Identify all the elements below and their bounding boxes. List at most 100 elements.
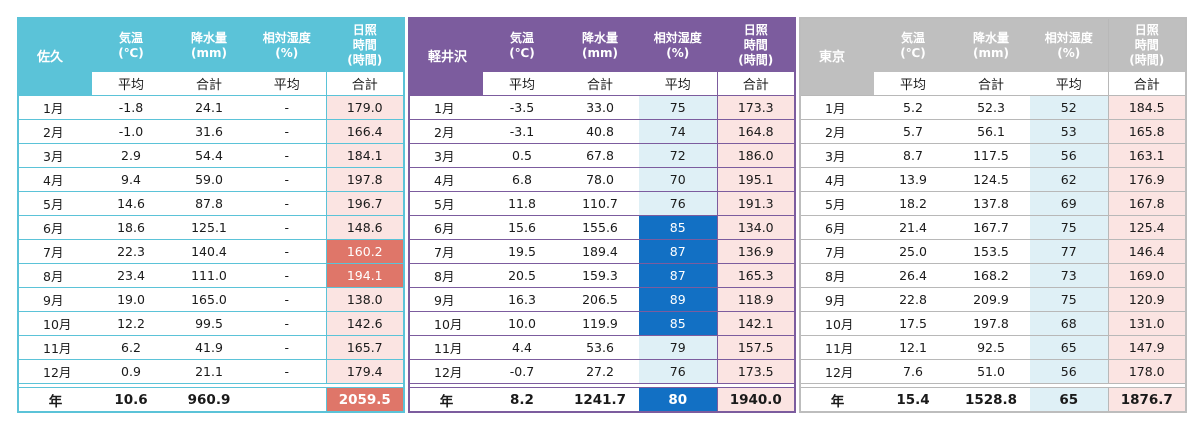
- humidity-value: 75: [1030, 287, 1108, 312]
- temperature-value: 26.4: [874, 263, 952, 288]
- sunshine-value: 118.9: [716, 287, 795, 312]
- precipitation-value: 92.5: [952, 335, 1030, 360]
- divider: [409, 383, 795, 388]
- humidity-value: 87: [639, 263, 717, 288]
- divider-cell: [92, 383, 170, 388]
- sunshine-value: 120.9: [1107, 287, 1186, 312]
- month-label: 12月: [409, 359, 483, 384]
- divider-cell: [1108, 383, 1186, 388]
- sunshine-value: 184.1: [325, 143, 404, 168]
- sunshine-value: 125.4: [1107, 215, 1186, 240]
- temperature-value: 9.4: [92, 167, 170, 192]
- temperature-value: 22.3: [92, 239, 170, 264]
- temperature-value: 12.2: [92, 311, 170, 336]
- sunshine-value: 134.0: [716, 215, 795, 240]
- sunshine-value: 179.0: [325, 95, 404, 120]
- temperature-value: 0.9: [92, 359, 170, 384]
- humidity-value: 56: [1030, 359, 1108, 384]
- month-label: 11月: [409, 335, 483, 360]
- table-row: 3月 8.7 117.5 56 163.1: [800, 143, 1186, 168]
- humidity-value: -: [248, 263, 326, 288]
- temperature-value: 5.7: [874, 119, 952, 144]
- subheader-row: 平均 合計 平均 合計: [800, 72, 1186, 96]
- subheader-humidity: 平均: [248, 72, 326, 96]
- subheader-temperature: 平均: [92, 72, 170, 96]
- temperature-value: -1.0: [92, 119, 170, 144]
- humidity-value: -: [248, 191, 326, 216]
- divider-cell: [800, 383, 874, 388]
- subheader-sunshine: 合計: [325, 72, 404, 96]
- temperature-value: 19.5: [483, 239, 561, 264]
- precipitation-value: 110.7: [561, 191, 639, 216]
- temperature-value: 14.6: [92, 191, 170, 216]
- precipitation-value: 168.2: [952, 263, 1030, 288]
- sunshine-value: 163.1: [1107, 143, 1186, 168]
- annual-precipitation: 960.9: [170, 387, 248, 412]
- annual-precipitation: 1528.8: [952, 387, 1030, 412]
- table-row: 7月 19.5 189.4 87 136.9: [409, 239, 795, 264]
- precipitation-value: 31.6: [170, 119, 248, 144]
- month-label: 7月: [18, 239, 92, 264]
- header-precipitation: 降水量 (mm): [561, 18, 639, 72]
- humidity-value: 87: [639, 239, 717, 264]
- annual-label: 年: [409, 387, 483, 412]
- temperature-value: 18.2: [874, 191, 952, 216]
- humidity-value: 52: [1030, 95, 1108, 120]
- humidity-value: 68: [1030, 311, 1108, 336]
- climate-table-tokyo: 東京 気温 (℃) 降水量 (mm) 相対湿度 (%) 日照 時間 (時間) 平均 合計 平均 合計 1月 5…: [799, 17, 1187, 413]
- table-row: 9月 16.3 206.5 89 118.9: [409, 287, 795, 312]
- annual-row: 年 10.6 960.9 2059.5: [18, 387, 404, 412]
- temperature-value: 6.2: [92, 335, 170, 360]
- temperature-value: 23.4: [92, 263, 170, 288]
- month-label: 11月: [18, 335, 92, 360]
- humidity-value: 69: [1030, 191, 1108, 216]
- temperature-value: 2.9: [92, 143, 170, 168]
- annual-temperature: 8.2: [483, 387, 561, 412]
- humidity-value: 53: [1030, 119, 1108, 144]
- temperature-value: 7.6: [874, 359, 952, 384]
- humidity-value: 75: [1030, 215, 1108, 240]
- sunshine-value: 184.5: [1107, 95, 1186, 120]
- annual-humidity: 80: [639, 387, 717, 412]
- precipitation-value: 209.9: [952, 287, 1030, 312]
- month-label: 2月: [800, 119, 874, 144]
- month-label: 10月: [800, 311, 874, 336]
- annual-temperature: 15.4: [874, 387, 952, 412]
- month-label: 12月: [18, 359, 92, 384]
- humidity-value: -: [248, 287, 326, 312]
- table-row: 2月 -1.0 31.6-166.4: [18, 119, 404, 144]
- sunshine-value: 196.7: [325, 191, 404, 216]
- humidity-value: -: [248, 167, 326, 192]
- precipitation-value: 33.0: [561, 95, 639, 120]
- table-row: 3月 2.9 54.4-184.1: [18, 143, 404, 168]
- humidity-value: -: [248, 215, 326, 240]
- sunshine-value: 165.3: [716, 263, 795, 288]
- month-label: 12月: [800, 359, 874, 384]
- divider-cell: [952, 383, 1030, 388]
- temperature-value: 25.0: [874, 239, 952, 264]
- header-temperature: 気温 (℃): [874, 18, 952, 72]
- humidity-value: -: [248, 239, 326, 264]
- month-label: 6月: [18, 215, 92, 240]
- subheader-precipitation: 合計: [561, 72, 639, 96]
- header-row: 軽井沢 気温 (℃) 降水量 (mm) 相対湿度 (%) 日照 時間 (時間): [409, 18, 795, 96]
- table-row: 2月 -3.1 40.8 74 164.8: [409, 119, 795, 144]
- sunshine-value: 131.0: [1107, 311, 1186, 336]
- sunshine-value: 160.2: [325, 239, 404, 264]
- table-row: 5月 11.8 110.7 76 191.3: [409, 191, 795, 216]
- precipitation-value: 125.1: [170, 215, 248, 240]
- sunshine-value: 138.0: [325, 287, 404, 312]
- month-label: 4月: [18, 167, 92, 192]
- table-row: 10月 10.0 119.9 85 142.1: [409, 311, 795, 336]
- subheader-sunshine: 合計: [1107, 72, 1186, 96]
- sunshine-value: 173.3: [716, 95, 795, 120]
- annual-temperature: 10.6: [92, 387, 170, 412]
- header-humidity: 相対湿度 (%): [1030, 18, 1108, 72]
- sunshine-value: 195.1: [716, 167, 795, 192]
- temperature-value: 11.8: [483, 191, 561, 216]
- precipitation-value: 197.8: [952, 311, 1030, 336]
- humidity-value: 70: [639, 167, 717, 192]
- humidity-value: 85: [639, 215, 717, 240]
- humidity-value: -: [248, 119, 326, 144]
- humidity-value: -: [248, 335, 326, 360]
